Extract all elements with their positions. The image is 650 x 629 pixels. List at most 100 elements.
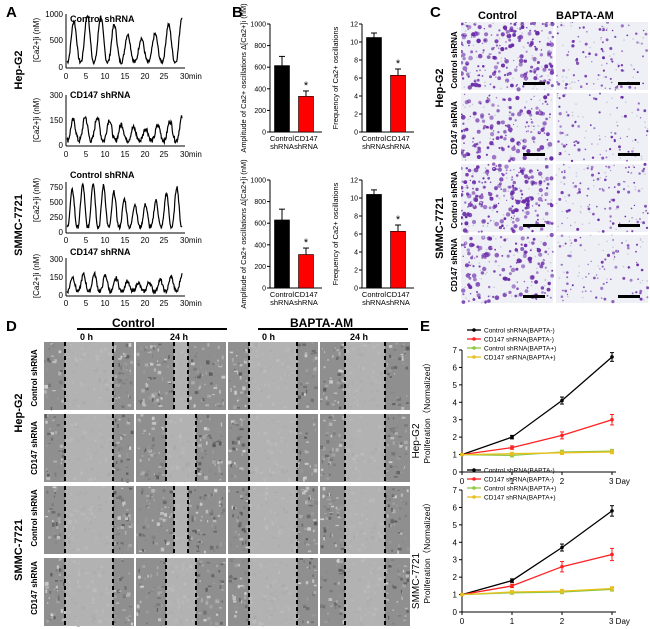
cell [476, 293, 481, 298]
cell-texture [162, 435, 165, 438]
cell-texture [141, 401, 145, 405]
cell-texture [205, 371, 208, 375]
cell [516, 83, 519, 86]
cell [566, 271, 569, 274]
pore [636, 115, 638, 117]
y-tick-label: 4 [354, 94, 358, 101]
cell [503, 137, 507, 141]
cell [535, 202, 538, 206]
cell-texture [233, 405, 237, 409]
cell [522, 155, 527, 161]
series-line [461, 451, 613, 456]
cell [497, 163, 502, 168]
trace-2-ytick-0: 300 [50, 91, 64, 100]
cell [500, 32, 505, 37]
cell-texture [201, 398, 206, 402]
cell-texture [136, 604, 140, 609]
cell [534, 47, 538, 51]
cell-texture [45, 395, 49, 399]
cell-texture [157, 420, 159, 423]
cell [479, 102, 482, 105]
cell-texture [393, 495, 397, 499]
cell-texture [198, 546, 201, 549]
cell-texture [116, 452, 120, 454]
cell [565, 209, 569, 213]
cell-texture [403, 565, 408, 568]
cell-texture [217, 514, 220, 518]
cell-texture [389, 396, 392, 400]
cell-texture [402, 426, 405, 430]
pore [635, 218, 637, 221]
cell-texture [232, 447, 236, 450]
panel-c-row-labels: Hep-G2 SMMC-7721 Control shRNA CD147 shR… [434, 31, 459, 292]
trace-2-ylabel: [Ca2+]i (nM) [32, 98, 41, 143]
cell [608, 200, 611, 203]
cell-texture [215, 599, 220, 604]
cell [566, 282, 569, 286]
cell-texture [342, 570, 346, 574]
cell-texture [244, 605, 248, 609]
cell-texture [333, 463, 336, 467]
category-label: shRNA [362, 142, 386, 151]
legend-label: Control shRNA(BAPTA+) [484, 486, 556, 493]
cell-texture [117, 386, 120, 388]
pore [609, 113, 612, 116]
cell-texture [393, 348, 397, 351]
cell-texture [61, 450, 64, 453]
cell [604, 207, 607, 210]
cell [639, 292, 642, 295]
cell-texture [392, 427, 396, 430]
cell-texture [340, 401, 344, 403]
cell-texture [243, 506, 245, 509]
cell-texture [121, 414, 125, 418]
cell [511, 209, 516, 214]
panel-letter-b: B [232, 4, 243, 21]
cell-texture [397, 414, 401, 417]
pore [570, 81, 573, 84]
legend-marker [472, 328, 476, 332]
cell [546, 182, 550, 186]
cell-texture [211, 576, 216, 579]
cell-texture [137, 447, 140, 450]
cell [523, 250, 527, 254]
cell [601, 265, 604, 268]
cell-texture [118, 372, 122, 375]
cell [520, 54, 524, 58]
xtick: 0 [64, 299, 69, 308]
cell [464, 22, 467, 23]
cell-texture [406, 489, 409, 493]
cell [601, 64, 603, 66]
cell [602, 56, 605, 60]
cell-texture [52, 612, 56, 615]
cell-texture [213, 582, 215, 584]
cell-texture [241, 443, 245, 447]
wound-gap [65, 342, 113, 410]
cell-texture [118, 362, 120, 367]
cell-texture [232, 514, 234, 518]
cell-texture [127, 592, 131, 596]
cell [549, 70, 555, 75]
pore [502, 214, 505, 216]
cell [593, 276, 596, 280]
y-tick-label: 8 [354, 58, 358, 65]
y-axis-label: Frequency of Ca2+ oscillations [331, 26, 340, 129]
cell-texture [188, 396, 192, 400]
cell-texture [212, 520, 217, 523]
cell-texture [195, 511, 199, 514]
cell-texture [57, 359, 59, 361]
cell [478, 74, 481, 77]
cell [520, 73, 524, 78]
pore [606, 278, 608, 280]
cell-texture [120, 526, 124, 529]
cell-texture [158, 466, 162, 468]
legend-marker [472, 355, 476, 359]
cell-texture [126, 478, 129, 483]
x-tick-label: 1 [510, 477, 515, 486]
cell [469, 179, 471, 182]
cell-texture [395, 399, 398, 401]
panel-d-header-control: Control [112, 316, 155, 330]
scale-bar [618, 224, 640, 227]
cell [525, 210, 530, 216]
cell [472, 298, 476, 301]
